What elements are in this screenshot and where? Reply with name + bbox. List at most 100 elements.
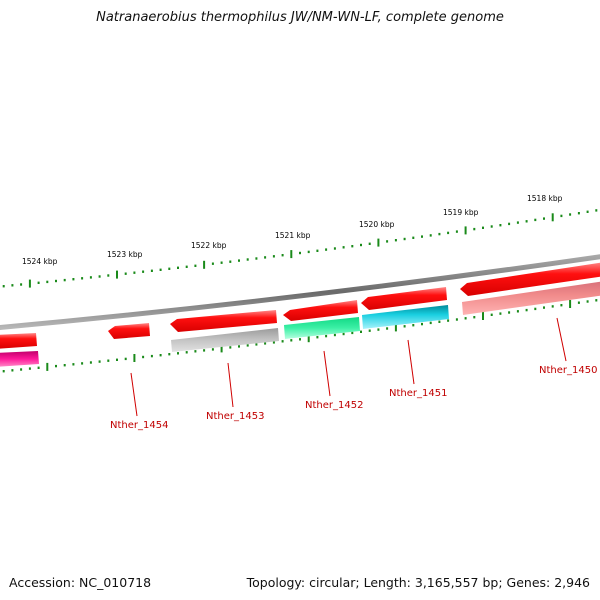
minor-tick [595, 299, 598, 302]
minor-tick [325, 248, 328, 251]
major-tick [551, 213, 554, 222]
minor-tick [133, 271, 136, 274]
minor-tick [185, 265, 188, 268]
major-tick [116, 270, 118, 279]
minor-tick [403, 237, 406, 241]
major-tick [133, 354, 136, 362]
minor-tick [473, 227, 476, 231]
major-tick [28, 279, 31, 288]
gene-label-1452[interactable]: Nther_1452 [305, 400, 363, 411]
minor-tick [98, 275, 101, 278]
gene-forward-1451[interactable] [361, 287, 447, 310]
minor-tick [124, 357, 127, 361]
minor-tick [490, 313, 493, 316]
minor-tick [438, 232, 441, 236]
feature-1450-pink[interactable] [462, 281, 600, 315]
minor-tick [107, 274, 110, 277]
minor-tick [447, 231, 450, 235]
gene-forward-edge-left[interactable] [0, 333, 37, 349]
gene-forward-1453[interactable] [170, 310, 277, 332]
feature-row-genes [0, 281, 600, 367]
minor-tick [281, 340, 284, 343]
minor-tick [360, 243, 362, 247]
gene-label-1453[interactable]: Nther_1453 [206, 411, 264, 422]
minor-tick [11, 369, 14, 372]
major-tick [394, 323, 397, 332]
minor-tick [55, 364, 57, 368]
minor-tick [447, 319, 450, 322]
minor-tick [299, 251, 301, 255]
minor-tick [63, 278, 66, 282]
minor-tick [159, 268, 162, 271]
minor-tick [429, 234, 432, 237]
minor-tick [28, 367, 31, 370]
minor-tick [238, 345, 240, 348]
minor-tick [211, 262, 214, 265]
minor-tick [159, 354, 162, 357]
minor-tick [577, 301, 580, 304]
feature-1453-gray[interactable] [171, 328, 279, 352]
minor-tick [534, 218, 537, 222]
feature-1451-cyan[interactable] [362, 305, 449, 329]
map-title: Natranaerobius thermophilus JW/NM-WN-LF,… [96, 10, 504, 25]
tick-label-1524: 1524 kbp [22, 257, 58, 266]
minor-tick [72, 363, 75, 366]
minor-tick [63, 364, 66, 367]
minor-tick [299, 338, 301, 341]
minor-tick [360, 330, 362, 333]
minor-tick [177, 352, 179, 355]
minor-tick [560, 214, 563, 218]
tick-label-1522: 1522 kbp [191, 241, 227, 250]
major-tick [307, 334, 310, 343]
feature-1452-green[interactable] [284, 317, 360, 339]
minor-tick [386, 240, 389, 243]
gene-label-1451[interactable]: Nther_1451 [389, 388, 447, 399]
minor-tick [595, 209, 598, 212]
minor-tick [150, 269, 153, 272]
minor-tick [534, 307, 537, 311]
gene-forward-1452[interactable] [283, 300, 358, 321]
major-tick [377, 238, 380, 247]
minor-tick [229, 346, 232, 349]
minor-tick [72, 278, 75, 281]
minor-tick [185, 351, 188, 354]
minor-tick [473, 316, 476, 319]
major-tick [569, 300, 572, 308]
minor-tick [551, 305, 554, 308]
minor-tick [421, 235, 423, 238]
minor-tick [168, 267, 171, 270]
genome-summary-text: Topology: circular; Length: 3,165,557 bp… [246, 575, 590, 590]
minor-tick [124, 272, 127, 275]
minor-tick [272, 255, 275, 258]
minor-tick [586, 210, 589, 213]
minor-tick [386, 327, 389, 330]
minor-tick [516, 310, 519, 313]
gene-forward-1450[interactable] [460, 262, 600, 296]
minor-tick [264, 342, 267, 345]
gene-label-1454[interactable]: Nther_1454 [110, 420, 168, 431]
minor-tick [543, 217, 545, 220]
tick-label-1519: 1519 kbp [443, 208, 479, 217]
gene-forward-1454[interactable] [108, 323, 150, 339]
minor-tick [211, 348, 214, 351]
minor-tick [255, 343, 258, 346]
minor-tick [508, 222, 511, 226]
minor-tick [37, 281, 40, 284]
gene-label-1450[interactable]: Nther_1450 [539, 365, 597, 376]
minor-tick [203, 349, 206, 352]
minor-tick [229, 260, 232, 263]
major-tick [290, 250, 293, 259]
minor-tick [142, 355, 145, 359]
minor-tick [377, 328, 380, 331]
minor-tick [394, 239, 397, 242]
minor-tick [333, 247, 336, 250]
minor-tick [351, 245, 354, 248]
feature-edge-left-magenta[interactable] [0, 351, 39, 367]
minor-tick [11, 284, 14, 287]
minor-tick [316, 249, 319, 252]
minor-tick [255, 257, 258, 260]
minor-tick [81, 362, 84, 365]
minor-tick [560, 304, 563, 307]
minor-tick [46, 280, 49, 284]
minor-tick [316, 336, 319, 339]
